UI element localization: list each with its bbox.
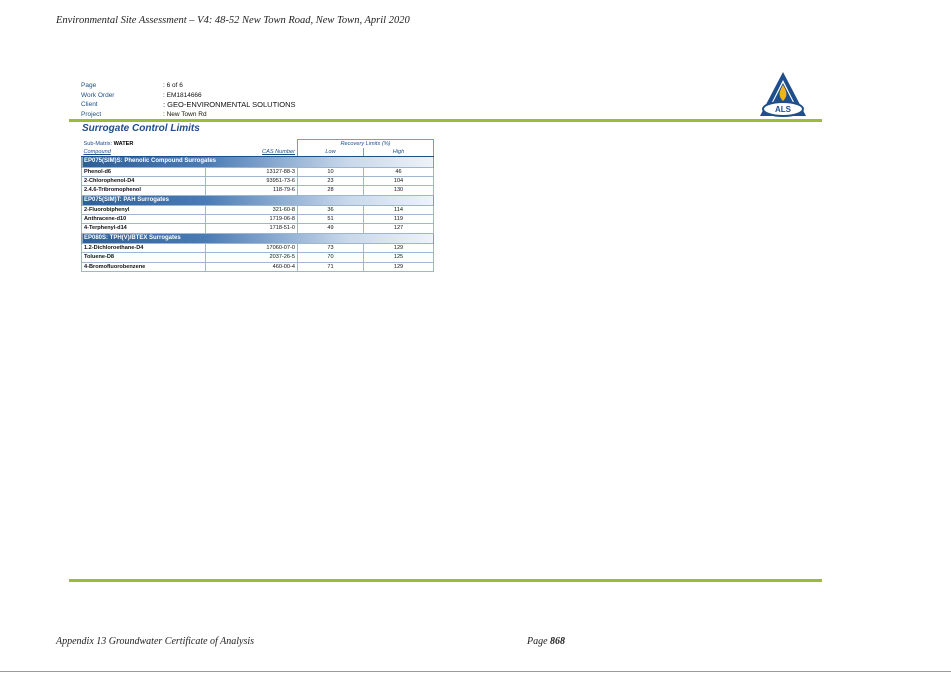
meta-row-client: Client : GEO-ENVIRONMENTAL SOLUTIONS [81, 100, 296, 110]
footer-page-value: 868 [550, 636, 566, 647]
group-header-pah: EP075(SIM)T: PAH Surrogates [80, 195, 435, 206]
low-cell: 49 [297, 223, 364, 234]
meta-label: Page [81, 82, 97, 89]
high-cell: 46 [362, 166, 435, 178]
cas-cell: 1718-51-0 [205, 223, 298, 234]
low-cell: 71 [297, 261, 364, 272]
table-row: Anthracene-d10 1719-06-8 51 119 [81, 214, 435, 225]
cas-cell: 118-79-6 [205, 185, 298, 196]
high-cell: 125 [362, 252, 435, 263]
low-cell: 23 [297, 176, 364, 187]
compound-cell: 2.4.6-Tribromophenol [81, 185, 206, 196]
meta-label: Client [81, 101, 98, 108]
footer-rule [69, 579, 822, 582]
logo-text: ALS [775, 105, 792, 114]
meta-label: Project [81, 110, 102, 118]
table-row: 2-Fluorobiphenyl 321-60-8 36 114 [81, 205, 435, 216]
low-cell: 51 [297, 214, 364, 225]
footer-page-number: Page 868 [527, 636, 565, 647]
surrogate-limits-table: Sub-Matrix: WATER Recovery Limits (%) Co… [80, 139, 435, 272]
bottom-divider [0, 671, 951, 672]
compound-cell: 2-Fluorobiphenyl [81, 205, 206, 216]
compound-cell: Anthracene-d10 [81, 214, 206, 225]
cas-cell: 13127-88-3 [205, 166, 298, 178]
meta-row-work-order: Work Order : EM1814666 [81, 91, 296, 101]
table-row: 4-Bromofluorobenzene 460-00-4 71 129 [81, 261, 435, 272]
low-cell: 36 [297, 205, 364, 216]
submatrix-label: Sub-Matrix: [83, 140, 113, 147]
meta-value: : GEO-ENVIRONMENTAL SOLUTIONS [163, 100, 296, 109]
column-header-row: Compound CAS Number Low High [81, 148, 435, 158]
cas-cell: 1719-06-8 [205, 214, 298, 225]
low-cell: 70 [297, 252, 364, 263]
col-header-high: High [362, 148, 435, 158]
als-logo: ALS [760, 72, 806, 117]
high-cell: 119 [362, 214, 435, 225]
footer-page-prefix: Page [527, 636, 548, 647]
group-title: EP075(SIM)S: Phenolic Compound Surrogate… [80, 156, 435, 168]
compound-cell: 1.2-Dichloroethane-D4 [81, 243, 206, 254]
group-header-phenolic: EP075(SIM)S: Phenolic Compound Surrogate… [80, 156, 435, 168]
high-cell: 114 [362, 205, 435, 216]
col-header-low: Low [297, 148, 364, 158]
meta-row-project: Project : New Town Rd [81, 110, 296, 120]
compound-cell: 2-Chlorophenol-D4 [81, 176, 206, 187]
compound-cell: 4-Bromofluorobenzene [81, 261, 206, 272]
low-cell: 10 [297, 166, 364, 178]
high-cell: 129 [362, 261, 435, 272]
compound-cell: 4-Terphenyl-d14 [81, 223, 206, 234]
low-cell: 28 [297, 185, 364, 196]
cas-cell: 93951-73-6 [205, 176, 298, 187]
table-row: 1.2-Dichloroethane-D4 17060-07-0 73 129 [81, 243, 435, 254]
cas-cell: 460-00-4 [205, 261, 298, 272]
submatrix-value: WATER [113, 140, 134, 147]
table-row: 4-Terphenyl-d14 1718-51-0 49 127 [81, 223, 435, 234]
compound-cell: Toluene-D8 [81, 252, 206, 263]
empty-header-cell [205, 139, 298, 149]
meta-value: : New Town Rd [163, 110, 207, 118]
recovery-limits-header: Recovery Limits (%) [296, 139, 435, 149]
col-header-compound: Compound [81, 148, 206, 158]
meta-value: : EM1814666 [163, 91, 202, 99]
meta-value: : 6 of 6 [163, 82, 183, 89]
low-cell: 73 [297, 243, 364, 254]
report-meta: Page : 6 of 6 Work Order : EM1814666 Cli… [81, 81, 296, 119]
cas-cell: 321-60-8 [205, 205, 298, 216]
section-title: Surrogate Control Limits [82, 123, 200, 134]
high-cell: 104 [362, 176, 435, 187]
cas-cell: 2037-26-5 [205, 252, 298, 263]
header-rule [69, 119, 822, 122]
group-header-tph-btex: EP080S: TPH(V)/BTEX Surrogates [80, 233, 435, 244]
high-cell: 129 [362, 243, 435, 254]
cas-cell: 17060-07-0 [205, 243, 298, 254]
compound-cell: Phenol-d6 [81, 166, 206, 178]
table-header-row: Sub-Matrix: WATER Recovery Limits (%) [82, 139, 435, 149]
submatrix-cell: Sub-Matrix: WATER [82, 140, 206, 149]
high-cell: 130 [362, 185, 435, 196]
meta-label: Work Order [81, 91, 115, 99]
table-row: 2-Chlorophenol-D4 93951-73-6 23 104 [81, 176, 435, 187]
col-header-cas: CAS Number [205, 148, 298, 158]
running-header: Environmental Site Assessment – V4: 48-5… [56, 15, 410, 26]
meta-row-page: Page : 6 of 6 [81, 81, 296, 91]
table-row: Phenol-d6 13127-88-3 10 46 [81, 166, 435, 178]
group-title: EP075(SIM)T: PAH Surrogates [80, 195, 435, 206]
group-title: EP080S: TPH(V)/BTEX Surrogates [80, 233, 435, 244]
table-row: Toluene-D8 2037-26-5 70 125 [81, 252, 435, 263]
footer-appendix-title: Appendix 13 Groundwater Certificate of A… [56, 636, 255, 647]
table-row: 2.4.6-Tribromophenol 118-79-6 28 130 [81, 185, 435, 196]
high-cell: 127 [362, 223, 435, 234]
